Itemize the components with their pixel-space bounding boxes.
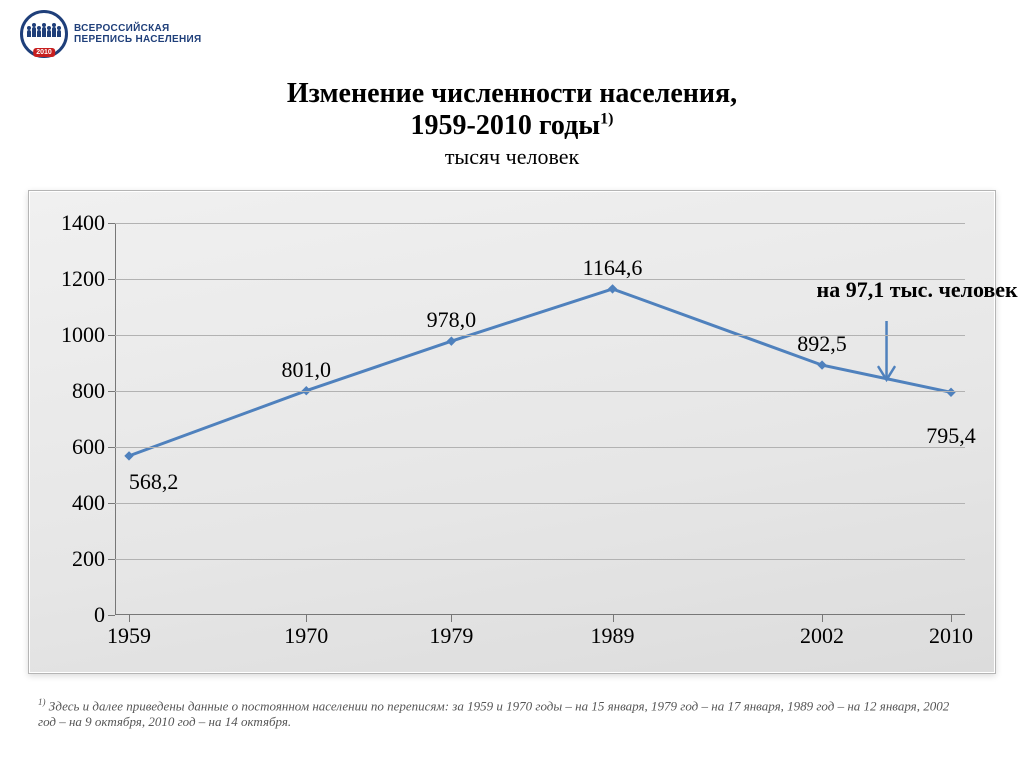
data-marker	[447, 337, 455, 345]
y-tick-label: 0	[45, 602, 105, 628]
x-tick-label: 1959	[107, 623, 151, 649]
people-icon	[27, 27, 61, 37]
footnote: 1) Здесь и далее приведены данные о пост…	[38, 694, 968, 730]
page: 2010 ВСЕРОССИЙСКАЯ ПЕРЕПИСЬ НАСЕЛЕНИЯ Из…	[0, 0, 1024, 768]
logo-text: ВСЕРОССИЙСКАЯ ПЕРЕПИСЬ НАСЕЛЕНИЯ	[74, 23, 202, 45]
gridline	[115, 391, 965, 392]
data-marker	[818, 361, 826, 369]
x-tick-mark	[951, 615, 952, 622]
chart-plot-area: 0200400600800100012001400195919701979198…	[115, 223, 965, 615]
logo-year-tag: 2010	[33, 48, 55, 57]
x-tick-mark	[129, 615, 130, 622]
census-logo-icon: 2010	[20, 10, 68, 58]
y-tick-label: 1000	[45, 322, 105, 348]
y-tick-label: 1400	[45, 210, 105, 236]
y-tick-mark	[108, 447, 115, 448]
gridline	[115, 447, 965, 448]
x-tick-mark	[306, 615, 307, 622]
x-tick-label: 1979	[429, 623, 473, 649]
line-series	[129, 289, 951, 456]
y-tick-mark	[108, 503, 115, 504]
x-tick-mark	[613, 615, 614, 622]
y-tick-mark	[108, 335, 115, 336]
x-tick-label: 2002	[800, 623, 844, 649]
footnote-text: Здесь и далее приведены данные о постоян…	[38, 698, 949, 729]
x-tick-label: 2010	[929, 623, 973, 649]
chart-subtitle: тысяч человек	[0, 144, 1024, 170]
footnote-ref: 1)	[38, 697, 46, 707]
x-tick-mark	[822, 615, 823, 622]
chart-title-line1: Изменение численности населения,	[0, 78, 1024, 110]
y-tick-mark	[108, 559, 115, 560]
chart-panel: 0 200 400 600 800 1000 1200 1400 1959 1970 1979 198…	[28, 190, 996, 674]
logo-text-line1: ВСЕРОССИЙСКАЯ	[74, 23, 202, 34]
x-tick-label: 1970	[284, 623, 328, 649]
data-marker	[609, 285, 617, 293]
y-tick-mark	[108, 223, 115, 224]
gridline	[115, 559, 965, 560]
y-tick-label: 200	[45, 546, 105, 572]
y-tick-label: 800	[45, 378, 105, 404]
data-marker	[125, 452, 133, 460]
census-logo: 2010 ВСЕРОССИЙСКАЯ ПЕРЕПИСЬ НАСЕЛЕНИЯ	[20, 10, 202, 58]
data-marker	[947, 388, 955, 396]
data-label: 801,0	[282, 357, 332, 383]
data-label: 978,0	[427, 307, 477, 333]
chart-title-line2: 1959-2010 годы1)	[0, 110, 1024, 142]
data-label: 795,4	[926, 423, 976, 449]
y-tick-mark	[108, 615, 115, 616]
chart-title-line2-text: 1959-2010 годы	[411, 110, 601, 141]
logo-text-line2: ПЕРЕПИСЬ НАСЕЛЕНИЯ	[74, 34, 202, 45]
annotation-arrow	[879, 321, 895, 380]
x-tick-mark	[451, 615, 452, 622]
data-label: 568,2	[129, 469, 179, 495]
gridline	[115, 223, 965, 224]
data-label: 1164,6	[583, 255, 643, 281]
y-tick-label: 1200	[45, 266, 105, 292]
chart-annotation: на 97,1 тыс. человек	[817, 277, 1018, 303]
x-tick-label: 1989	[591, 623, 635, 649]
y-tick-label: 600	[45, 434, 105, 460]
gridline	[115, 503, 965, 504]
y-tick-mark	[108, 279, 115, 280]
y-tick-label: 400	[45, 490, 105, 516]
y-tick-mark	[108, 391, 115, 392]
data-label: 892,5	[797, 331, 847, 357]
chart-title-footnote-ref: 1)	[600, 111, 613, 128]
chart-titles: Изменение численности населения, 1959-20…	[0, 78, 1024, 170]
